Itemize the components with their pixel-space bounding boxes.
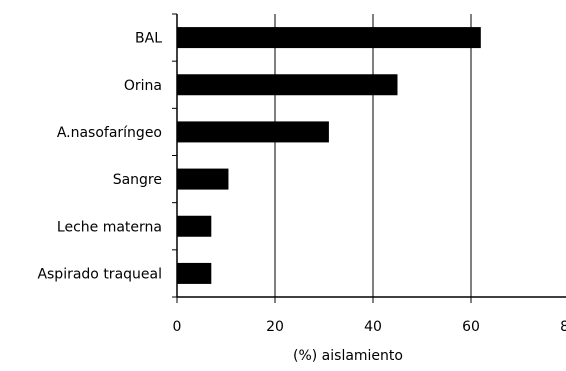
bar-1	[177, 74, 398, 96]
category-label-3: Sangre	[113, 172, 162, 188]
category-label-5: Aspirado traqueal	[37, 266, 162, 282]
x-tick-label-80: 80	[560, 319, 566, 335]
bar-2	[177, 121, 329, 143]
x-tick-label-20: 20	[266, 319, 284, 335]
category-label-4: Leche materna	[57, 219, 162, 235]
bar-5	[177, 262, 212, 284]
category-label-1: Orina	[124, 78, 162, 94]
x-tick-label-60: 60	[462, 319, 480, 335]
x-tick-label-40: 40	[364, 319, 382, 335]
bar-4	[177, 215, 212, 237]
category-label-0: BAL	[135, 31, 162, 47]
axes	[172, 13, 566, 303]
bars	[177, 27, 481, 284]
gridlines	[274, 14, 472, 297]
bar-3	[177, 168, 229, 190]
x-axis-title: (%) aislamiento	[293, 348, 403, 364]
x-tick-label-0: 0	[173, 319, 182, 335]
category-labels: BAL Orina A.nasofaríngeo Sangre Leche matern…	[37, 31, 162, 283]
bar-0	[177, 27, 481, 49]
tick-labels: 0 20 40 60 80	[173, 319, 566, 335]
category-label-2: A.nasofaríngeo	[57, 125, 162, 141]
